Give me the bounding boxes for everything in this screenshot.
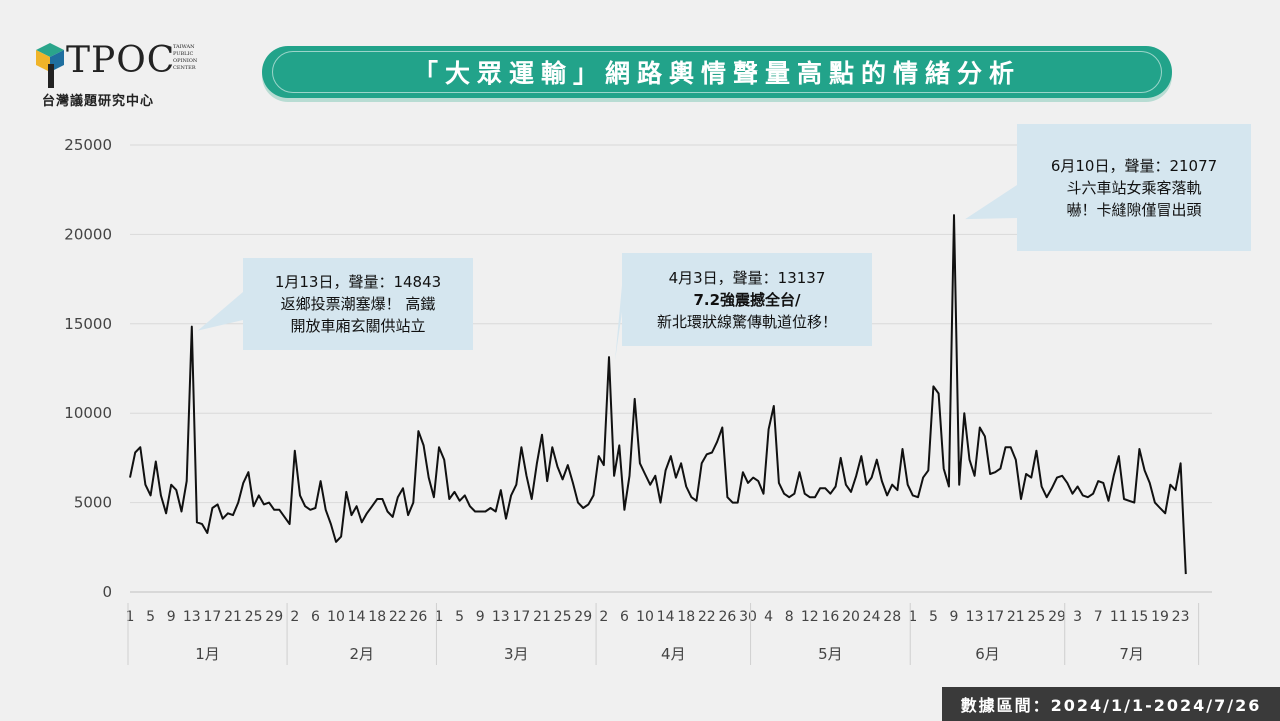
y-tick-label: 20000 (64, 225, 112, 243)
callout-pointers (197, 185, 1017, 362)
tpoc-logo (32, 30, 212, 110)
x-tick-label: 16 (821, 609, 839, 625)
callout-apr3: 4月3日，聲量：13137 7.2強震撼全台/ 新北環狀線驚傳軌道位移！ (622, 253, 872, 346)
date-range-footer: 數據區間：2024/1/1-2024/7/26 (942, 687, 1280, 721)
x-tick-label: 21 (1007, 609, 1025, 625)
x-tick-label: 18 (677, 609, 695, 625)
x-tick-label: 28 (883, 609, 901, 625)
x-tick-label: 9 (950, 609, 959, 625)
x-tick-label: 20 (842, 609, 860, 625)
x-tick-label: 6 (311, 609, 320, 625)
x-tick-label: 5 (146, 609, 155, 625)
x-tick-label: 12 (801, 609, 819, 625)
x-tick-label: 8 (785, 609, 794, 625)
x-tick-label: 7 (1094, 609, 1103, 625)
x-tick-label: 4 (764, 609, 773, 625)
x-tick-label: 29 (265, 609, 283, 625)
x-tick-label: 22 (698, 609, 716, 625)
month-label: 5月 (818, 645, 843, 663)
x-tick-label: 5 (929, 609, 938, 625)
x-tick-label: 25 (554, 609, 572, 625)
page-title: 「大眾運輸」網路輿情聲量高點的情緒分析 (272, 51, 1162, 93)
callout-pointer (197, 292, 243, 331)
x-tick-label: 17 (512, 609, 530, 625)
x-tick-label: 25 (245, 609, 263, 625)
x-tick-label: 13 (183, 609, 201, 625)
callout-line: 返鄉投票潮塞爆！ 高鐵 (280, 295, 436, 313)
x-tick-label: 29 (574, 609, 592, 625)
callout-line: 1月13日，聲量：14843 (274, 273, 442, 291)
y-tick-label: 25000 (64, 136, 112, 154)
y-axis: 0 5000 10000 15000 20000 25000 (64, 136, 112, 601)
x-tick-label: 13 (492, 609, 510, 625)
callout-jan13: 1月13日，聲量：14843 返鄉投票潮塞爆！ 高鐵 開放車廂玄關供站立 (243, 258, 473, 350)
x-tick-label: 25 (1027, 609, 1045, 625)
month-label: 1月 (195, 645, 220, 663)
x-tick-label: 1 (435, 609, 444, 625)
month-label: 7月 (1119, 645, 1144, 663)
x-tick-label: 17 (986, 609, 1004, 625)
month-label: 6月 (975, 645, 1000, 663)
callout-pointer (614, 285, 622, 362)
x-tick-label: 21 (533, 609, 551, 625)
x-tick-label: 18 (368, 609, 386, 625)
x-tick-label: 23 (1172, 609, 1190, 625)
x-tick-label: 9 (476, 609, 485, 625)
callout-line: 開放車廂玄關供站立 (290, 317, 426, 335)
x-tick-label: 17 (203, 609, 221, 625)
month-label: 4月 (661, 645, 686, 663)
callout-line: 6月10日，聲量：21077 (1050, 156, 1218, 175)
x-tick-label: 30 (739, 609, 757, 625)
callout-line: 斗六車站女乘客落軌 (1066, 178, 1202, 197)
logo-chinese-name: 台灣議題研究中心 (42, 94, 155, 109)
callout-line: 7.2強震撼全台/ (693, 290, 801, 309)
x-tick-label: 14 (348, 609, 366, 625)
x-tick-label: 3 (1073, 609, 1082, 625)
title-banner: 「大眾運輸」網路輿情聲量高點的情緒分析 (262, 46, 1172, 98)
x-tick-label: 10 (327, 609, 345, 625)
x-tick-label: 1 (908, 609, 917, 625)
callout-jun10: 6月10日，聲量：21077 斗六車站女乘客落軌 嚇！卡縫隙僅冒出頭 (1017, 124, 1251, 251)
x-tick-label: 5 (455, 609, 464, 625)
logo-wordmark: TPOC (66, 40, 176, 81)
month-label: 3月 (504, 645, 529, 663)
x-tick-label: 14 (657, 609, 675, 625)
x-tick-label: 2 (290, 609, 299, 625)
x-tick-label: 6 (620, 609, 629, 625)
logo-english: TAIWAN PUBLIC OPINION CENTER (173, 44, 198, 71)
x-tick-label: 1 (126, 609, 135, 625)
x-tick-label: 19 (1151, 609, 1169, 625)
x-tick-label: 2 (599, 609, 608, 625)
x-tick-label: 11 (1110, 609, 1128, 625)
x-tick-label: 26 (718, 609, 736, 625)
y-tick-label: 0 (102, 583, 112, 601)
x-tick-label: 26 (409, 609, 427, 625)
y-tick-label: 10000 (64, 404, 112, 422)
y-tick-label: 15000 (64, 315, 112, 333)
x-tick-label: 10 (636, 609, 654, 625)
callout-line: 新北環狀線驚傳軌道位移！ (656, 312, 837, 331)
month-label: 2月 (349, 645, 374, 663)
x-tick-label: 29 (1048, 609, 1066, 625)
x-tick-label: 13 (966, 609, 984, 625)
callout-line: 嚇！卡縫隙僅冒出頭 (1066, 200, 1202, 219)
callout-line: 4月3日，聲量：13137 (668, 268, 826, 287)
x-tick-label: 21 (224, 609, 242, 625)
x-tick-label: 22 (389, 609, 407, 625)
logo-mark-icon (36, 43, 64, 88)
x-tick-label: 9 (167, 609, 176, 625)
x-tick-label: 24 (863, 609, 881, 625)
series-line (129, 214, 1187, 575)
callout-pointer (965, 185, 1017, 220)
y-tick-label: 5000 (74, 494, 112, 512)
x-tick-label: 15 (1130, 609, 1148, 625)
